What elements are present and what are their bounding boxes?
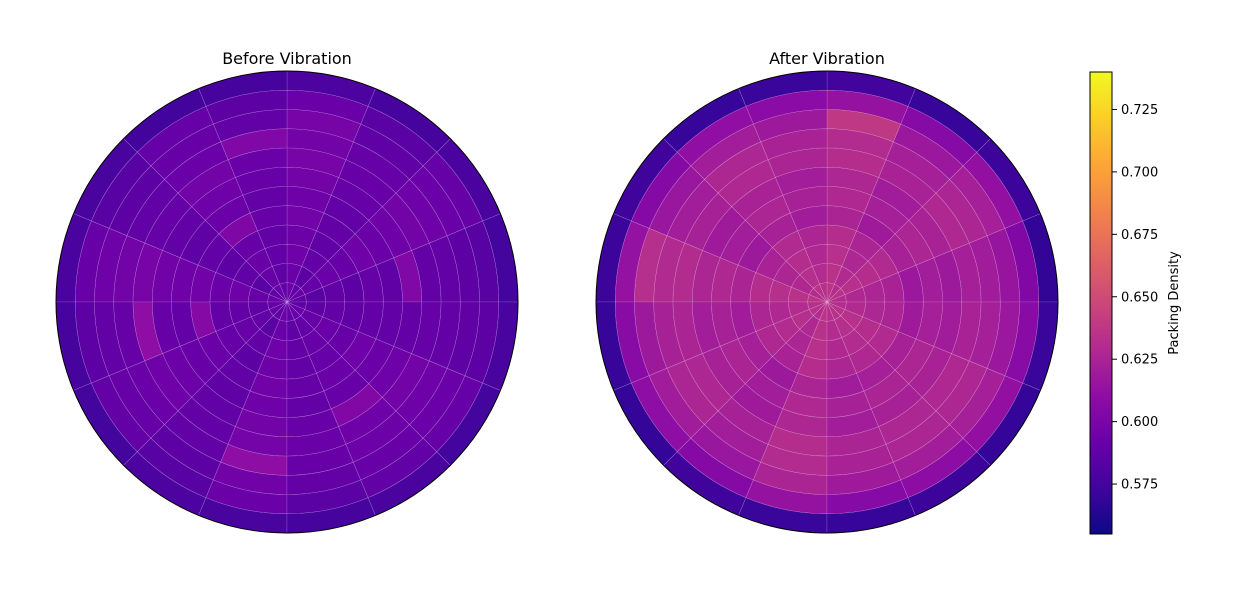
heatmap-cell — [826, 294, 847, 303]
heatmap-cell — [826, 283, 842, 303]
heatmap-cell — [177, 396, 236, 445]
heatmap-cell — [717, 159, 776, 208]
colorbar: 0.575 0.600 0.625 0.650 0.675 0.700 0.725 Pack… — [1089, 71, 1182, 535]
heatmap-cell — [286, 287, 306, 303]
heatmap-cell — [684, 192, 733, 251]
colorbar-tick-label: 0.700 — [1121, 165, 1158, 180]
heatmap-cell — [921, 353, 970, 412]
polar-outline-after — [595, 70, 1059, 534]
heatmap-cell — [826, 301, 835, 322]
heatmap-cell — [808, 301, 828, 317]
heatmap-cell — [338, 159, 397, 208]
heatmap-cell — [717, 396, 776, 445]
chart-title-before: Before Vibration — [222, 49, 352, 68]
heatmap-cell — [826, 301, 847, 310]
heatmap-cell — [819, 301, 828, 322]
colorbar-tick-label: 0.725 — [1121, 103, 1158, 118]
heatmap-cell — [286, 283, 302, 303]
heatmap-cells-after — [595, 70, 1059, 534]
heatmap-cell — [286, 294, 307, 303]
colorbar-tick-label: 0.675 — [1121, 228, 1158, 243]
heatmap-cell — [807, 301, 828, 310]
heatmap-cell — [144, 192, 193, 251]
heatmap-cell — [286, 301, 295, 322]
heatmap-cell — [267, 294, 288, 303]
heatmap-cell — [272, 301, 288, 321]
heatmap-cell — [812, 301, 828, 321]
heatmap-cell — [268, 301, 288, 317]
colorbar-label: Packing Density — [1167, 251, 1182, 355]
heatmap-cell — [286, 301, 306, 317]
heatmap-cell — [286, 301, 302, 321]
heatmap-cell — [267, 301, 288, 310]
heatmap-cell — [272, 283, 288, 303]
heatmap-cell — [684, 353, 733, 412]
colorbar-tick-label: 0.650 — [1121, 290, 1158, 305]
heatmap-cell — [279, 282, 288, 303]
heatmap-cell — [286, 301, 307, 310]
heatmap-cell — [286, 282, 295, 303]
colorbar-tick-label: 0.625 — [1121, 353, 1158, 368]
heatmap-cell — [826, 282, 835, 303]
heatmap-cell — [812, 283, 828, 303]
heatmap-cell — [826, 287, 846, 303]
heatmap-cells-before — [55, 70, 519, 534]
polar-chart-before: Before Vibration — [55, 49, 519, 534]
heatmap-cell — [807, 294, 828, 303]
heatmap-cell — [826, 301, 842, 321]
colorbar-tick-label: 0.575 — [1121, 478, 1158, 493]
heatmap-cell — [144, 353, 193, 412]
colorbar-gradient — [1089, 71, 1113, 535]
heatmap-cell — [826, 301, 846, 317]
heatmap-cell — [268, 287, 288, 303]
polar-chart-after: After Vibration — [595, 49, 1059, 534]
colorbar-ticks: 0.575 0.600 0.625 0.650 0.675 0.700 0.725 — [1112, 103, 1158, 493]
heatmap-cell — [808, 287, 828, 303]
heatmap-cell — [381, 353, 430, 412]
heatmap-cell — [819, 282, 828, 303]
heatmap-cell — [878, 159, 937, 208]
heatmap-cell — [279, 301, 288, 322]
chart-title-after: After Vibration — [769, 49, 885, 68]
colorbar-tick-label: 0.600 — [1121, 415, 1158, 430]
polar-outline-before — [55, 70, 519, 534]
